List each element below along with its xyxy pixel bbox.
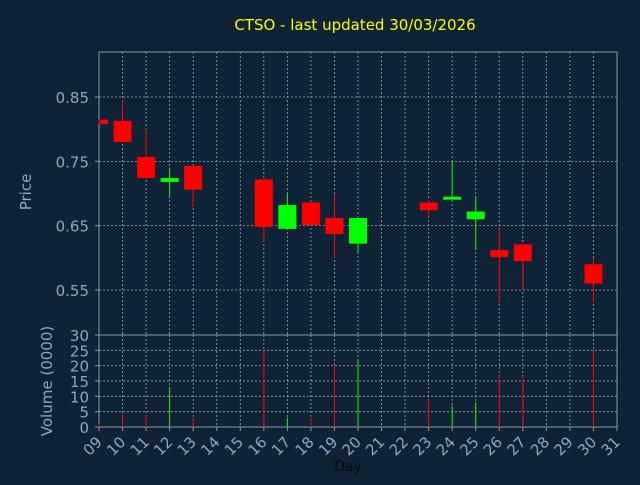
candle-body (100, 119, 108, 125)
candle (513, 244, 532, 290)
candle (137, 129, 156, 179)
price-ytick-label: 0.55 (56, 282, 89, 300)
candle (443, 161, 462, 200)
candle (301, 202, 320, 226)
candle-body (584, 264, 603, 284)
candle (490, 228, 509, 303)
volume-axis-label: Volume (0000) (38, 326, 56, 436)
candle-body (490, 250, 509, 258)
volume-ytick-label: 10 (70, 388, 89, 406)
candle-body (301, 202, 320, 226)
candle-body (349, 217, 367, 244)
price-axis-label: Price (17, 174, 35, 211)
candle (419, 199, 438, 217)
candle (325, 193, 344, 258)
volume-ytick-label: 30 (70, 327, 89, 345)
candle-body (137, 156, 156, 179)
price-ytick-label: 0.75 (56, 153, 89, 171)
candle (113, 100, 132, 143)
candle (466, 196, 485, 251)
candle-body (254, 179, 273, 227)
candle (278, 193, 297, 229)
candle-body (443, 196, 462, 200)
candle (254, 179, 273, 242)
volume-ytick-label: 5 (79, 404, 89, 422)
volume-ytick-label: 0 (79, 419, 89, 437)
price-ytick-label: 0.85 (56, 89, 89, 107)
volume-ytick-label: 15 (70, 373, 89, 391)
candle (584, 257, 603, 303)
volume-ytick-label: 25 (70, 342, 89, 360)
candle (98, 119, 108, 125)
candle (349, 217, 367, 253)
candle-body (160, 178, 179, 182)
candle-body (513, 244, 532, 262)
candle-body (184, 165, 203, 190)
volume-ytick-label: 20 (70, 358, 89, 376)
candle-body (466, 211, 485, 220)
price-ytick-label: 0.65 (56, 218, 89, 236)
x-axis-label: Day (334, 459, 362, 475)
candle-body (113, 120, 132, 143)
candle-body (419, 202, 438, 211)
candle (184, 165, 203, 208)
price-panel: 0.55 0.65 0.75 0.85 (56, 51, 618, 336)
candle (160, 167, 179, 197)
chart-title: CTSO - last updated 30/03/2026 (234, 16, 475, 34)
candle-body (325, 217, 344, 235)
candle-body (278, 205, 297, 229)
